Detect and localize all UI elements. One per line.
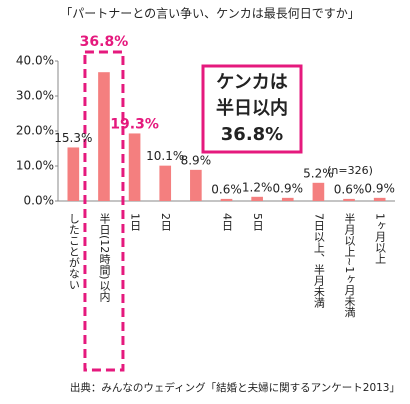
value-label: 0.9% — [273, 181, 304, 195]
x-tick-label: 2日 — [159, 213, 172, 231]
note: (n=326) — [327, 164, 373, 177]
bar — [98, 72, 110, 201]
value-label: 0.6% — [334, 182, 365, 196]
x-tick-label: 半日(12時間)以内 — [98, 212, 111, 303]
value-label: 19.3% — [110, 116, 159, 132]
x-tick-label: 1日 — [129, 213, 142, 231]
x-tick-label: したことがない — [67, 213, 80, 290]
x-tick-label: 7日以上、半月未満 — [312, 213, 325, 309]
x-tick-label: 4日 — [221, 213, 234, 231]
annotation-text: ケンカは — [216, 72, 287, 93]
x-tick-label: 半月以上~1ヶ月未満 — [343, 212, 356, 318]
annotation-box — [201, 64, 303, 154]
y-tick-label: 20.0% — [16, 124, 54, 138]
bar — [281, 197, 294, 201]
bar — [159, 165, 172, 201]
value-label: 1.2% — [242, 180, 273, 194]
highlight-box — [83, 50, 125, 372]
bar — [312, 182, 325, 201]
bar — [373, 197, 386, 201]
x-tick-label: 5日 — [251, 213, 264, 231]
value-label: 10.1% — [146, 149, 184, 163]
chart-title: 「パートナーとの言い争い、ケンカは最長何日ですか」 — [60, 7, 360, 21]
annotation-text: 半日以内 — [216, 97, 288, 119]
source: 出典：みんなのウェディング「結婚と夫婦に関するアンケート2013」 — [70, 381, 400, 394]
bar — [251, 196, 263, 201]
value-label: 0.6% — [211, 182, 242, 196]
value-label: 8.9% — [181, 153, 212, 167]
bar — [190, 169, 202, 201]
y-tick-label: 30.0% — [16, 89, 54, 103]
value-label: 5.2% — [303, 166, 334, 180]
y-tick-label: 0.0% — [24, 194, 55, 208]
bar — [220, 198, 233, 201]
value-label: 0.9% — [364, 181, 395, 195]
bar — [128, 133, 141, 201]
value-label: 15.3% — [54, 131, 92, 145]
annotation-text: 36.8% — [221, 124, 283, 145]
bar — [67, 147, 80, 201]
x-tick-label: 1ヶ月以上 — [374, 213, 387, 264]
bar — [343, 198, 355, 201]
y-tick-label: 40.0% — [16, 54, 54, 68]
y-tick-label: 10.0% — [16, 159, 54, 173]
value-label: 36.8% — [80, 34, 129, 50]
